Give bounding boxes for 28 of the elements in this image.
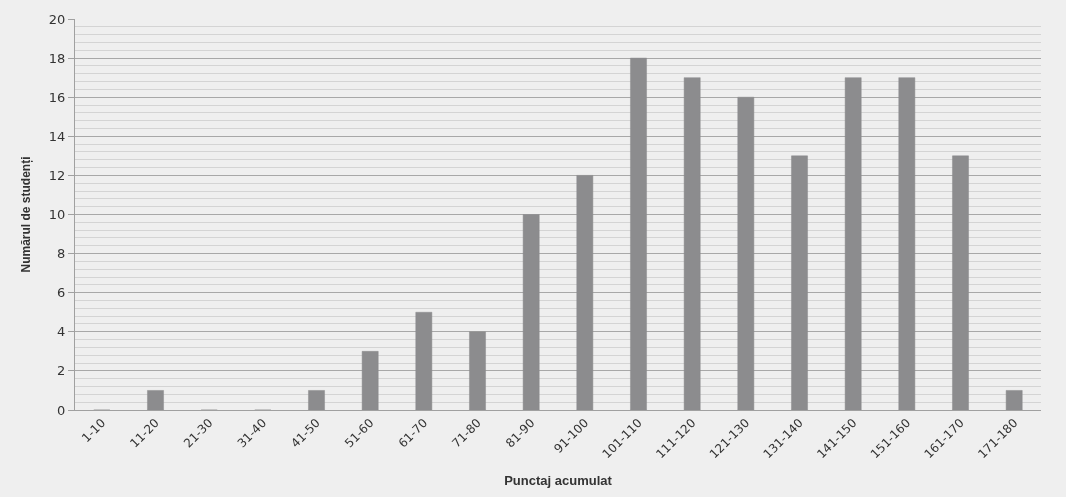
bar <box>147 390 164 410</box>
bar <box>791 155 808 410</box>
bar <box>415 312 433 410</box>
bar <box>576 175 594 410</box>
bar <box>898 77 916 410</box>
bar <box>844 77 862 410</box>
bar <box>1005 390 1023 410</box>
y-tick-label: 0 <box>57 402 66 418</box>
y-tick-label: 6 <box>57 285 66 301</box>
y-tick-label: 16 <box>48 89 66 105</box>
bar <box>522 214 540 410</box>
y-tick-label: 10 <box>48 207 66 223</box>
bar <box>361 351 379 410</box>
y-tick-label: 12 <box>48 167 66 183</box>
bar <box>952 155 969 410</box>
y-tick-label: 20 <box>48 11 66 27</box>
y-tick-label: 8 <box>57 246 66 262</box>
y-tick-label: 4 <box>57 324 66 340</box>
bar <box>308 390 325 410</box>
y-axis-title: Numărul de studenți <box>19 156 34 273</box>
y-tick-label: 18 <box>48 50 66 66</box>
bar <box>630 57 647 410</box>
bar <box>683 77 701 410</box>
y-tick-label: 14 <box>48 128 66 144</box>
x-axis-title: Punctaj acumulat <box>504 472 613 488</box>
bar <box>737 96 755 410</box>
y-tick-label: 2 <box>57 363 66 379</box>
bar <box>469 331 486 410</box>
